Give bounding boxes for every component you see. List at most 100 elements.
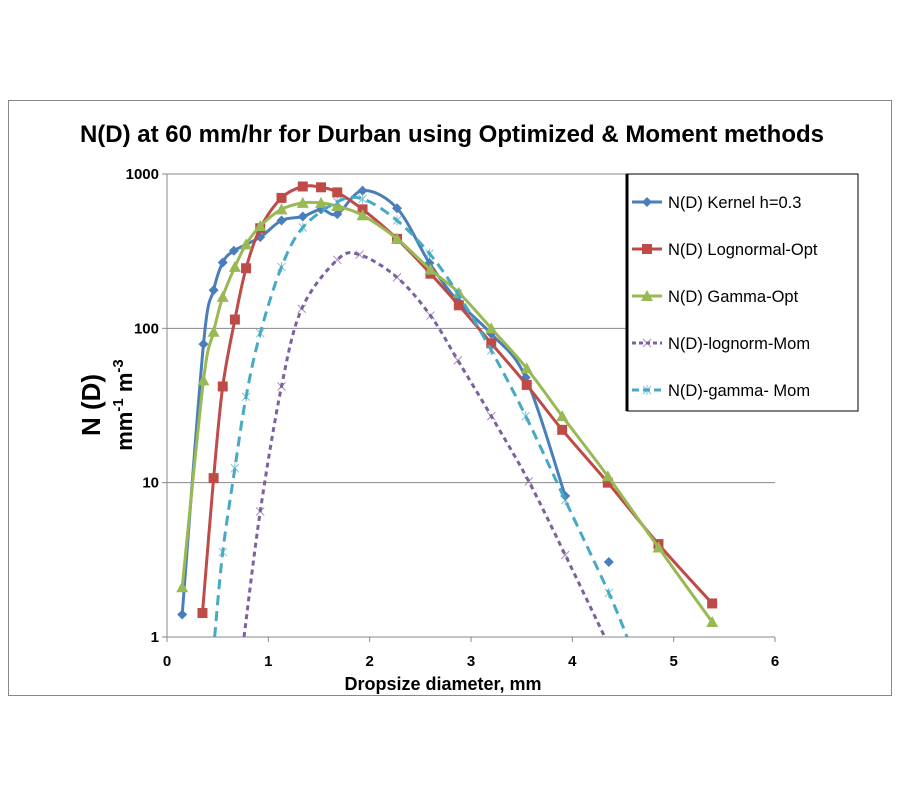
legend-item: N(D)-gamma- Mom bbox=[632, 382, 810, 400]
legend-label: N(D) Lognormal-Opt bbox=[668, 241, 818, 259]
legend-item: N(D) Gamma-Opt bbox=[632, 288, 799, 306]
data-point-square bbox=[197, 608, 208, 619]
data-point-x bbox=[426, 311, 435, 320]
data-point-x bbox=[332, 255, 342, 265]
data-point-x bbox=[277, 382, 286, 391]
data-point-diamond bbox=[642, 197, 652, 207]
x-tick-label: 6 bbox=[771, 653, 779, 670]
data-point-star bbox=[604, 587, 614, 598]
y-tick-label: 100 bbox=[134, 320, 159, 337]
data-point-triangle bbox=[706, 616, 719, 628]
x-tick-label: 1 bbox=[264, 653, 272, 670]
data-point-triangle bbox=[197, 374, 210, 386]
data-point-square bbox=[557, 424, 568, 435]
data-point-x bbox=[486, 411, 496, 421]
y-tick-label: 1 bbox=[151, 629, 159, 646]
legend-label: N(D)-lognorm-Mom bbox=[668, 335, 810, 353]
data-point-triangle bbox=[641, 290, 653, 301]
data-point-triangle bbox=[228, 260, 241, 272]
y-tick-label: 1000 bbox=[126, 166, 159, 183]
data-point-diamond bbox=[332, 209, 343, 220]
data-point-square bbox=[229, 314, 240, 325]
data-point-star bbox=[642, 385, 652, 395]
series-2 bbox=[176, 196, 719, 628]
data-point-diamond bbox=[603, 557, 614, 568]
data-point-star bbox=[241, 391, 251, 402]
data-point-triangle bbox=[216, 290, 229, 302]
data-point-square bbox=[316, 182, 327, 193]
x-tick-label: 4 bbox=[568, 653, 577, 670]
data-point-diamond bbox=[297, 211, 308, 222]
data-point-square bbox=[297, 181, 308, 192]
data-point-star bbox=[486, 345, 496, 356]
legend-label: N(D) Kernel h=0.3 bbox=[668, 194, 801, 212]
data-point-star bbox=[277, 261, 286, 272]
data-point-x bbox=[642, 338, 652, 348]
x-tick-label: 5 bbox=[669, 653, 677, 670]
data-point-triangle bbox=[601, 470, 614, 482]
data-point-star bbox=[425, 248, 434, 259]
series-4 bbox=[213, 193, 629, 637]
x-tick-label: 0 bbox=[163, 653, 171, 670]
data-point-square bbox=[486, 338, 497, 349]
data-point-x bbox=[453, 356, 463, 365]
data-point-square bbox=[707, 598, 718, 609]
y-axis-title: N (D) bbox=[76, 374, 106, 436]
data-point-x bbox=[524, 476, 534, 486]
legend-label: N(D)-gamma- Mom bbox=[668, 382, 810, 400]
data-point-star bbox=[332, 196, 342, 207]
legend-box bbox=[626, 173, 859, 412]
data-point-square bbox=[241, 263, 252, 274]
y-tick-label: 10 bbox=[142, 475, 159, 492]
data-point-x bbox=[560, 550, 570, 560]
data-point-triangle bbox=[652, 541, 665, 553]
data-point-square bbox=[276, 192, 287, 203]
data-point-triangle bbox=[520, 362, 533, 374]
x-tick-label: 3 bbox=[467, 653, 475, 670]
data-point-star bbox=[392, 215, 402, 226]
data-point-x bbox=[255, 507, 265, 516]
data-point-triangle bbox=[356, 209, 369, 221]
legend-item: N(D)-lognorm-Mom bbox=[632, 335, 810, 353]
data-point-triangle bbox=[176, 581, 189, 593]
data-point-diamond bbox=[255, 232, 266, 243]
data-point-triangle bbox=[240, 238, 253, 250]
y-axis-units: mm-1 m-3 bbox=[110, 359, 137, 451]
data-point-diamond bbox=[177, 609, 188, 620]
data-point-star bbox=[255, 328, 265, 339]
legend: N(D) Kernel h=0.3 N(D) Lognormal-Opt N(D) … bbox=[625, 173, 859, 412]
data-point-triangle bbox=[556, 410, 569, 422]
data-point-square bbox=[453, 300, 464, 311]
data-point-x bbox=[297, 304, 307, 314]
data-point-square bbox=[602, 477, 613, 488]
data-point-x bbox=[355, 250, 364, 260]
chart-frame bbox=[8, 100, 892, 696]
data-point-triangle bbox=[485, 322, 498, 334]
data-point-diamond bbox=[276, 215, 287, 226]
data-point-square bbox=[208, 473, 219, 484]
data-point-diamond bbox=[357, 185, 368, 196]
data-point-triangle bbox=[275, 203, 288, 215]
data-point-x bbox=[392, 272, 402, 282]
data-point-star bbox=[230, 463, 240, 474]
x-tick-label: 2 bbox=[365, 653, 373, 670]
data-point-diamond bbox=[228, 245, 239, 256]
chart-title: N(D) at 60 mm/hr for Durban using Optimi… bbox=[80, 121, 824, 148]
data-point-triangle bbox=[424, 263, 437, 275]
data-point-triangle bbox=[296, 196, 309, 208]
data-point-diamond bbox=[392, 203, 403, 214]
data-point-star bbox=[560, 495, 570, 506]
data-point-star bbox=[453, 288, 463, 299]
x-axis-title: Dropsize diameter, mm bbox=[344, 674, 541, 694]
legend-item: N(D) Lognormal-Opt bbox=[632, 241, 818, 259]
data-point-triangle bbox=[207, 325, 220, 337]
data-point-star bbox=[358, 193, 367, 204]
series-3 bbox=[242, 250, 607, 637]
y-axis-label: N (D) mm-1 m-3 bbox=[76, 359, 137, 451]
data-point-star bbox=[298, 222, 308, 233]
data-point-square bbox=[332, 187, 343, 198]
data-point-square bbox=[521, 379, 532, 390]
data-point-triangle bbox=[254, 220, 267, 232]
data-point-diamond bbox=[198, 339, 209, 350]
